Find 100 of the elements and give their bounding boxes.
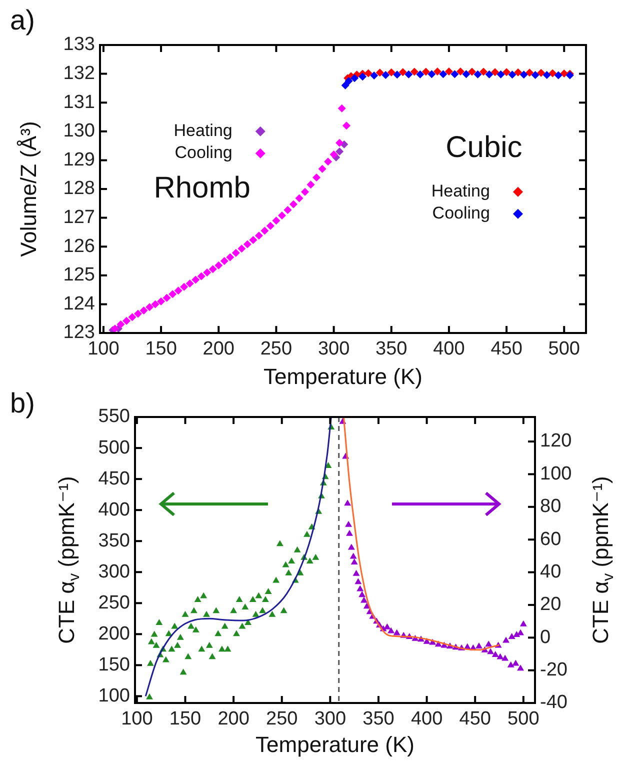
legend-label: Cooling	[174, 143, 232, 162]
point	[260, 226, 269, 235]
point	[318, 164, 326, 173]
point	[356, 585, 364, 592]
point	[485, 640, 492, 647]
point	[342, 122, 350, 130]
y2-tick-label: 80	[540, 496, 562, 518]
point	[496, 70, 505, 78]
y-tick-label: 450	[98, 468, 130, 490]
x-tick-label: 300	[314, 708, 346, 730]
x-axis-title: Temperature (K)	[264, 364, 422, 389]
point	[168, 290, 177, 298]
point	[388, 627, 395, 634]
point	[220, 257, 228, 265]
y-tick-label: 133	[63, 34, 95, 56]
y-tick-label: 250	[98, 592, 130, 614]
point	[284, 206, 292, 214]
x-tick-label: 400	[410, 708, 443, 730]
point	[512, 660, 520, 666]
point	[197, 272, 206, 280]
point	[520, 70, 528, 79]
point	[508, 632, 516, 639]
y-tick-label: 131	[63, 92, 95, 113]
point	[531, 70, 540, 79]
point	[358, 591, 366, 598]
point	[151, 300, 160, 308]
point	[508, 70, 516, 79]
point	[192, 276, 200, 284]
point	[186, 279, 194, 288]
point	[382, 70, 390, 79]
point	[330, 150, 338, 158]
annotation: Cubic	[446, 130, 522, 164]
point	[398, 68, 407, 76]
point	[344, 77, 353, 85]
point	[249, 236, 258, 244]
point	[393, 629, 400, 636]
point	[344, 500, 352, 506]
legend-label: Heating	[174, 121, 232, 140]
x-tick-label: 200	[218, 708, 250, 730]
point	[140, 306, 148, 315]
y2-tick-label: -40	[540, 692, 568, 714]
point	[208, 265, 217, 274]
point	[306, 180, 315, 189]
point	[422, 68, 430, 76]
point	[416, 70, 424, 78]
annotation: Rhomb	[154, 171, 250, 204]
point	[312, 173, 321, 182]
point	[157, 297, 166, 306]
x-tick-label: 500	[548, 338, 580, 360]
point	[537, 68, 546, 77]
point	[254, 232, 263, 240]
point	[410, 68, 418, 76]
point	[444, 67, 453, 76]
x-tick-label: 250	[266, 708, 298, 730]
y-tick-label: 300	[98, 561, 130, 582]
point	[354, 578, 362, 584]
point	[345, 520, 352, 527]
point	[243, 240, 252, 248]
point	[485, 70, 494, 78]
point	[358, 72, 367, 81]
point	[146, 303, 154, 312]
y2-tick-label: 20	[540, 594, 562, 616]
point	[370, 72, 378, 80]
y-axis-title: CTE αv (ppmK⁻¹)	[54, 476, 83, 644]
point	[520, 620, 527, 626]
point	[203, 268, 212, 277]
point	[487, 648, 494, 654]
point	[324, 158, 332, 166]
point	[226, 253, 234, 262]
y-tick-label: 200	[98, 623, 130, 644]
point	[474, 70, 482, 78]
y-tick-label: 129	[63, 149, 95, 170]
y-axis-title: Volume/Z (Å³)	[16, 121, 42, 257]
point	[548, 69, 557, 78]
point	[350, 558, 358, 564]
y-tick-label: 128	[63, 178, 95, 200]
y2-tick-label: 40	[540, 561, 562, 582]
point	[348, 544, 355, 550]
point	[295, 194, 304, 202]
y-tick-label: 500	[98, 437, 130, 458]
y-tick-label: 127	[63, 207, 95, 228]
y2-axis-title: CTE αv (ppmK⁻¹)	[588, 476, 617, 644]
point	[122, 316, 130, 325]
point	[450, 70, 459, 78]
x-tick-label: 150	[169, 708, 202, 730]
legend-label: Heating	[431, 182, 490, 201]
point	[350, 74, 359, 82]
point	[428, 70, 436, 78]
point	[480, 68, 488, 76]
x-tick-label: 450	[490, 338, 522, 360]
point	[272, 216, 280, 225]
point	[134, 310, 142, 318]
y-tick-label: 350	[98, 530, 130, 552]
y-tick-label: 100	[98, 685, 130, 706]
point	[338, 104, 346, 112]
point	[350, 552, 357, 559]
point	[266, 222, 274, 230]
x-axis-title: Temperature (K)	[256, 732, 414, 757]
point	[514, 68, 522, 76]
point	[491, 68, 500, 76]
